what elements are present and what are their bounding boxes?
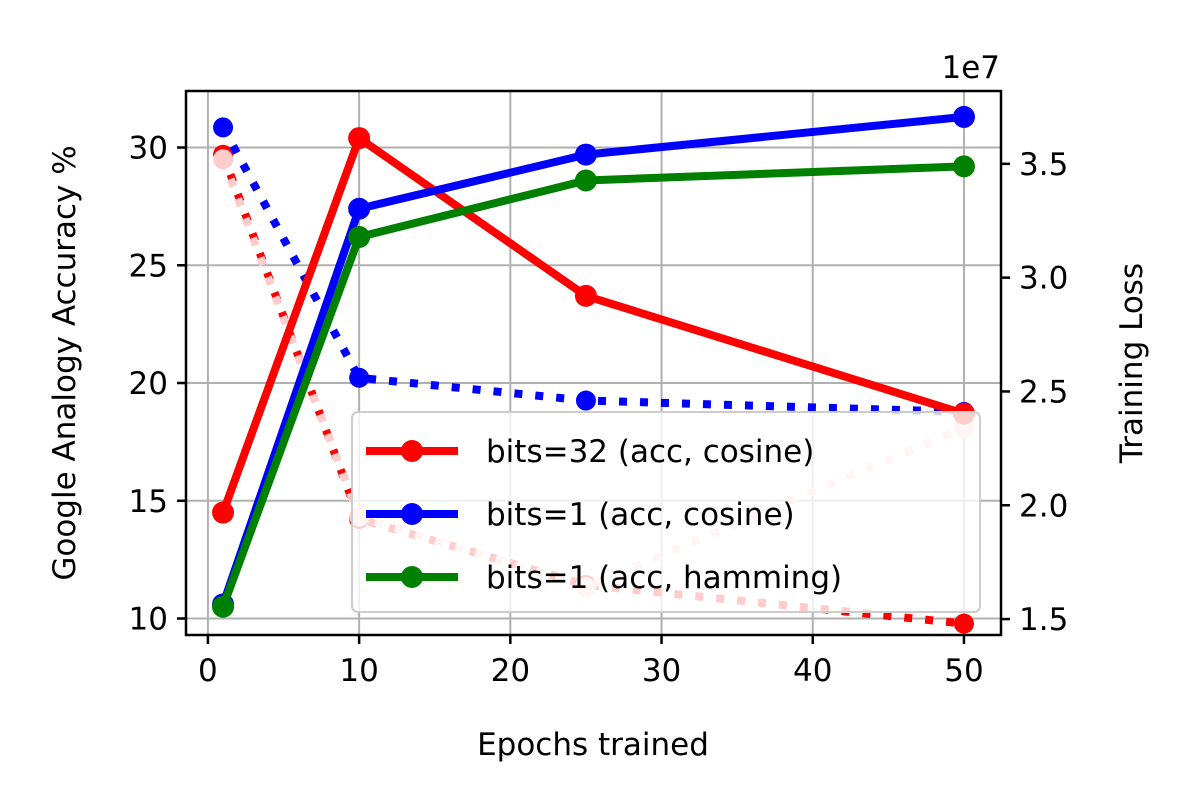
loss-point xyxy=(349,367,370,388)
accuracy-point xyxy=(348,197,371,220)
y2-tick-label: 2.5 xyxy=(1019,374,1068,410)
accuracy-series-layer xyxy=(212,105,975,618)
loss-point xyxy=(953,613,974,634)
loss-point xyxy=(213,117,234,138)
legend-swatch-marker xyxy=(401,440,423,462)
accuracy-point xyxy=(952,105,975,128)
legend-box xyxy=(351,411,981,613)
accuracy-point xyxy=(348,127,371,150)
ticks-layer: 0 10 20 30 40 50 10 15 20 25 30 1.5 2.0 2.5 3.0 3.5 xyxy=(129,131,1069,689)
legend-label: bits=1 (acc, cosine) xyxy=(486,497,795,533)
legend: bits=32 (acc, cosine) bits=1 (acc, cosine… xyxy=(351,411,981,613)
y2-tick-label: 1.5 xyxy=(1019,602,1068,638)
legend-label: bits=1 (acc, hamming) xyxy=(486,560,842,596)
legend-swatch-marker xyxy=(401,503,423,525)
y2-axis-title: Training Loss xyxy=(1114,263,1150,464)
x-tick-label: 40 xyxy=(793,653,832,689)
plot-frame xyxy=(184,89,1003,637)
y2-tick-label: 2.0 xyxy=(1019,488,1068,524)
accuracy-point xyxy=(574,169,597,192)
loss-point xyxy=(213,149,234,170)
accuracy-point xyxy=(574,284,597,307)
accuracy-series-line xyxy=(219,162,965,609)
y-tick-label: 25 xyxy=(129,248,168,284)
y-tick-label: 20 xyxy=(129,366,168,402)
legend-swatch-marker xyxy=(401,566,423,588)
y-axis-title: Google Analogy Accuracy % xyxy=(47,145,83,580)
x-tick-label: 0 xyxy=(198,653,218,689)
y2-tick-label: 3.5 xyxy=(1019,147,1068,183)
accuracy-point xyxy=(212,595,235,618)
y2-offset-label: 1e7 xyxy=(941,50,1000,86)
accuracy-series-line xyxy=(219,134,966,514)
accuracy-point xyxy=(574,143,597,166)
y2-tick-label: 3.0 xyxy=(1019,261,1068,297)
accuracy-point xyxy=(952,155,975,178)
x-tick-label: 50 xyxy=(944,653,983,689)
accuracy-series-line xyxy=(219,112,965,606)
x-tick-label: 20 xyxy=(491,653,530,689)
accuracy-point xyxy=(212,501,235,524)
loss-point xyxy=(575,390,596,411)
x-tick-label: 10 xyxy=(339,653,378,689)
accuracy-point xyxy=(348,226,371,249)
y-tick-label: 10 xyxy=(129,602,168,638)
legend-label: bits=32 (acc, cosine) xyxy=(486,434,814,470)
x-axis-title: Epochs trained xyxy=(477,727,709,763)
y-tick-label: 15 xyxy=(129,484,168,520)
x-tick-label: 30 xyxy=(642,653,681,689)
y-tick-label: 30 xyxy=(129,131,168,167)
